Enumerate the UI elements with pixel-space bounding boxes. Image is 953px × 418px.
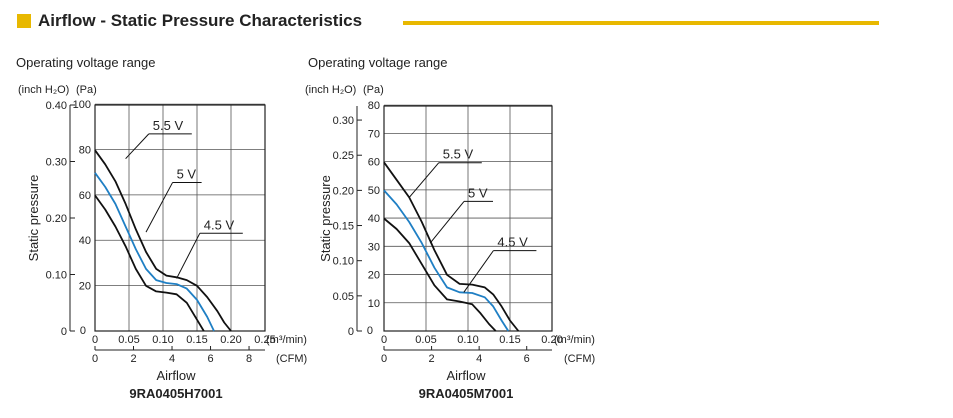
x2-tick-label: 4 [476, 353, 482, 365]
y2-tick-label: 40 [79, 235, 91, 247]
y2-tick-label: 80 [79, 144, 91, 156]
y2-tick-label: 20 [79, 281, 91, 293]
x2-tick-label: 0 [381, 353, 387, 365]
x-axis-label: Airflow [156, 368, 196, 383]
x-tick-label: 0.25 [254, 334, 275, 346]
x-unit-primary: (m³/min) [554, 334, 595, 346]
header-accent-line [403, 21, 879, 25]
y2-tick-label: 20 [368, 270, 380, 282]
y-unit-primary: (inch H₂O) [305, 84, 356, 96]
x-tick-label: 0.05 [415, 334, 436, 346]
y2-tick-label: 60 [79, 190, 91, 202]
y-tick-label: 0.20 [46, 213, 67, 225]
x2-tick-label: 2 [130, 353, 136, 365]
y-tick-label: 0.30 [333, 115, 354, 127]
x-tick-label: 0.20 [541, 334, 562, 346]
y2-tick-label: 70 [368, 128, 380, 140]
model-name: 9RA0405H7001 [129, 386, 222, 401]
annotation-label: 5 V [177, 166, 197, 181]
annotation-leader [408, 162, 440, 198]
chart-subtitle: Operating voltage range [16, 55, 155, 70]
x-axis-label: Airflow [446, 368, 486, 383]
x2-tick-label: 6 [524, 353, 530, 365]
y-axis-label: Static pressure [26, 175, 41, 262]
annotation-leader [176, 233, 201, 279]
y2-tick-label: 100 [73, 99, 91, 111]
x-tick-label: 0.15 [499, 334, 520, 346]
y-tick-label: 0.40 [46, 100, 67, 112]
y2-tick-label: 30 [368, 241, 380, 253]
y-tick-label: 0.30 [46, 157, 67, 169]
series-line-5V [383, 189, 510, 332]
annotation-leader [429, 201, 465, 244]
x-unit-secondary: (CFM) [276, 353, 307, 365]
series-line-5V [94, 172, 215, 332]
series-line-45V [383, 217, 497, 332]
plot-frame [94, 104, 266, 332]
y-tick-label: 0 [348, 326, 354, 338]
x-tick-label: 0.20 [220, 334, 241, 346]
annotation-label: 4.5 V [497, 235, 528, 250]
chart-1: Operating voltage range (inch H₂O) (Pa) 0 0.… [16, 55, 307, 401]
x2-tick-label: 8 [246, 353, 252, 365]
y2-tick-label: 80 [368, 100, 380, 112]
chart-2: Operating voltage range (inch H₂O) (Pa) 0 0.… [305, 55, 595, 401]
x-tick-label: 0.05 [118, 334, 139, 346]
annotation-label: 4.5 V [204, 217, 235, 232]
y2-tick-label: 10 [368, 298, 380, 310]
annotation-leader [145, 182, 174, 233]
x2-tick-label: 6 [207, 353, 213, 365]
y-tick-label: 0.20 [333, 185, 354, 197]
annotation-label: 5.5 V [443, 147, 474, 162]
x2-tick-label: 4 [169, 353, 175, 365]
annotation-label: 5.5 V [153, 118, 184, 133]
y-tick-label: 0.25 [333, 150, 354, 162]
annotation-label: 5 V [468, 185, 488, 200]
x2-tick-label: 2 [429, 353, 435, 365]
header-accent-square [17, 14, 31, 28]
y-unit-secondary: (Pa) [363, 84, 384, 96]
chart-subtitle: Operating voltage range [308, 55, 447, 70]
x-tick-label: 0 [92, 334, 98, 346]
x-tick-label: 0.10 [457, 334, 478, 346]
x-unit-primary: (m³/min) [266, 334, 307, 346]
x-tick-label: 0.15 [186, 334, 207, 346]
annotation-leader [125, 133, 150, 160]
y-tick-label: 0.10 [46, 270, 67, 282]
y2-tick-label: 40 [368, 213, 380, 225]
y-tick-label: 0.05 [333, 291, 354, 303]
x-tick-label: 0 [381, 334, 387, 346]
x-unit-secondary: (CFM) [564, 353, 595, 365]
x2-tick-label: 0 [92, 353, 98, 365]
annotation-leader [463, 250, 494, 293]
series-line-45V [94, 194, 205, 332]
y2-tick-label: 60 [368, 157, 380, 169]
page-title: Airflow - Static Pressure Characteristic… [38, 11, 363, 30]
y-axis-label: Static pressure [318, 175, 333, 262]
y-unit-primary: (inch H₂O) [18, 84, 69, 96]
y2-tick-label: 0 [80, 325, 86, 337]
y-tick-label: 0.15 [333, 221, 354, 233]
y2-tick-label: 50 [368, 185, 380, 197]
y-tick-label: 0.10 [333, 256, 354, 268]
y-tick-label: 0 [61, 326, 67, 338]
y-unit-secondary: (Pa) [76, 84, 97, 96]
x-tick-label: 0.10 [152, 334, 173, 346]
model-name: 9RA0405M7001 [419, 386, 514, 401]
series-line-55V [94, 149, 232, 332]
y2-tick-label: 0 [367, 325, 373, 337]
